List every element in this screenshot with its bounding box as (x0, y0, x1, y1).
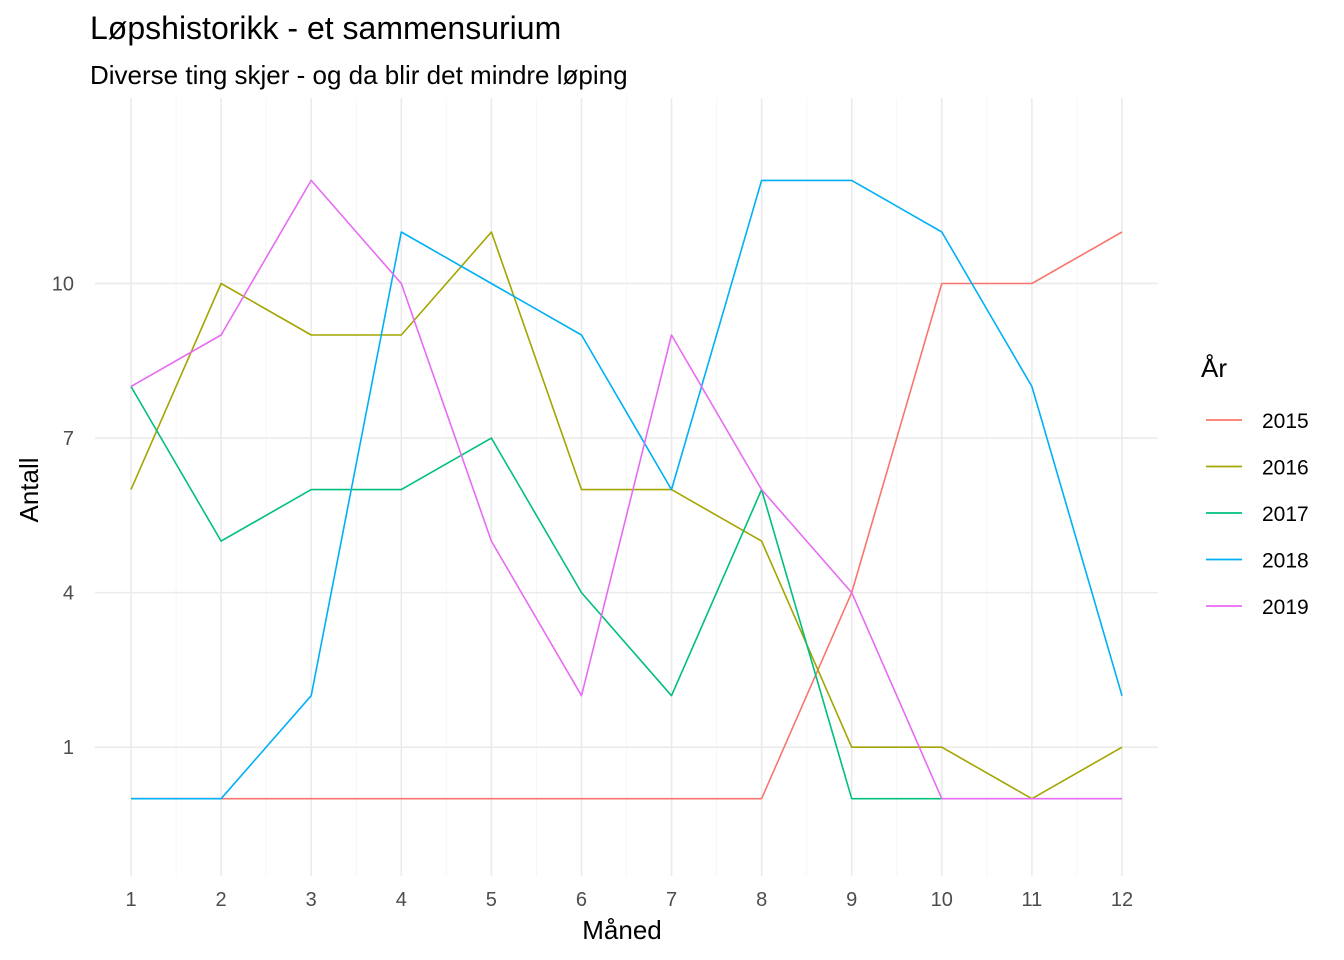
series-line-2016 (130, 231, 1123, 800)
legend-label-2015: 2015 (1262, 410, 1309, 433)
x-tick-label: 1 (125, 889, 136, 911)
chart-subtitle: Diverse ting skjer - og da blir det mind… (90, 60, 628, 90)
x-tick-label: 12 (1111, 889, 1133, 911)
series-line-2018 (131, 179, 1123, 800)
x-tick-label: 4 (396, 889, 407, 911)
x-tick-label: 8 (756, 889, 767, 911)
legend-label-2019: 2019 (1262, 596, 1309, 619)
x-tick-label: 7 (666, 889, 677, 911)
y-tick-label: 7 (63, 428, 74, 450)
x-tick-label: 11 (1021, 889, 1042, 911)
y-tick-label: 4 (63, 583, 74, 605)
legend-label-2017: 2017 (1262, 503, 1309, 526)
series-line-2015 (131, 231, 1123, 800)
y-axis-title: Antall (14, 457, 44, 522)
x-axis-title: Måned (582, 915, 662, 945)
y-axis-ticks: 1 4 7 10 (52, 273, 74, 759)
y-tick-label: 1 (63, 737, 74, 759)
grid-lines (95, 98, 1158, 876)
y-tick-label: 10 (52, 273, 74, 295)
series-lines (130, 179, 1123, 800)
x-tick-label: 9 (846, 889, 857, 911)
x-tick-label: 6 (576, 889, 587, 911)
series-line-2019 (130, 179, 1122, 800)
series-line-2017 (130, 386, 942, 800)
x-axis-ticks: 1 2 3 4 5 6 7 8 9 10 11 12 (125, 889, 1133, 911)
chart-title: Løpshistorikk - et sammensurium (90, 10, 562, 46)
legend-title: År (1201, 353, 1227, 383)
x-tick-label: 2 (216, 889, 227, 911)
legend: År 2015 2016 2017 2018 2019 (1201, 353, 1309, 619)
legend-label-2018: 2018 (1262, 550, 1309, 573)
x-tick-label: 5 (486, 889, 497, 911)
x-tick-label: 10 (931, 889, 953, 911)
x-tick-label: 3 (306, 889, 317, 911)
legend-label-2016: 2016 (1262, 457, 1309, 480)
